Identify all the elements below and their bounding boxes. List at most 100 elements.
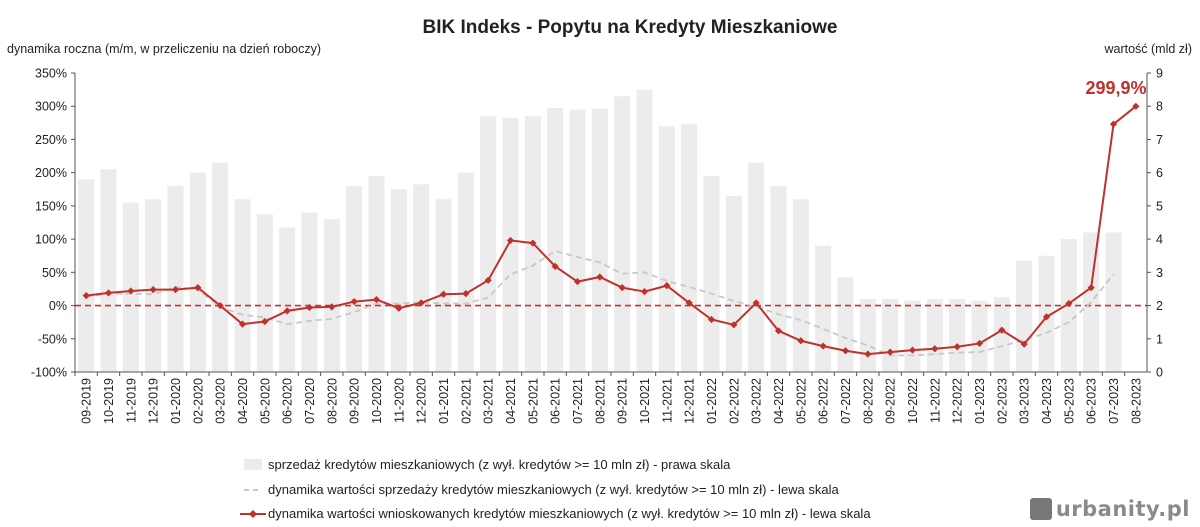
bar [502,117,519,372]
x-tick-label: 08-2023 [1129,378,1143,424]
x-tick-label: 10-2022 [906,378,920,424]
bar [435,199,452,372]
right-axis-label: wartość (mld zł) [1103,42,1192,56]
x-tick-label: 10-2021 [638,378,652,424]
bar [591,108,608,372]
bar [770,185,787,372]
data-point-marker [663,282,671,290]
bar [681,123,698,372]
x-tick-label: 12-2021 [683,378,697,424]
x-tick-label: 02-2020 [191,378,205,424]
bar [212,162,229,372]
left-axis-label: dynamika roczna (m/m, w przeliczeniu na … [7,42,321,56]
bar [368,175,385,372]
left-tick-label: 50% [42,266,67,280]
right-tick-label: 1 [1156,332,1163,346]
data-point-marker [417,299,425,307]
bar [167,185,184,372]
bar [480,116,497,372]
x-tick-label: 07-2022 [839,378,853,424]
data-point-marker [998,326,1006,334]
x-tick-label: 05-2020 [258,378,272,424]
data-point-marker [1065,299,1073,308]
x-tick-label: 04-2021 [504,378,518,424]
x-tick-label: 11-2022 [928,378,942,423]
data-point-marker [439,290,448,298]
x-tick-label: 10-2020 [370,378,384,424]
bar [390,189,407,372]
data-point-marker [238,320,247,328]
bar [725,195,742,372]
bar [904,300,921,372]
data-point-marker [886,348,894,356]
bar [926,298,943,372]
x-tick-label: 02-2023 [995,378,1009,424]
data-point-marker [841,347,850,355]
x-tick-label: 12-2022 [951,378,965,424]
right-tick-label: 2 [1156,299,1163,313]
data-point-marker [216,301,224,310]
left-tick-label: 100% [35,233,67,247]
x-tick-label: 05-2023 [1062,378,1076,424]
left-tick-label: 250% [35,133,67,147]
left-tick-label: 150% [35,199,67,213]
x-tick-label: 05-2022 [794,378,808,424]
x-tick-label: 08-2022 [861,378,875,424]
bar [636,89,653,373]
x-tick-label: 03-2021 [482,378,496,424]
chart-title: BIK Indeks - Popytu na Kredyty Mieszkani… [423,17,838,38]
right-tick-label: 7 [1156,133,1163,147]
data-point-marker [127,287,135,295]
bar [189,172,206,372]
right-tick-label: 9 [1156,67,1163,81]
left-tick-label: 300% [35,100,67,114]
data-point-marker [975,339,984,348]
data-point-marker [819,342,827,350]
data-point-marker [752,299,760,307]
annotation-label: 299,9% [1085,78,1146,98]
data-point-marker [529,239,537,247]
data-point-marker [640,288,649,296]
legend: sprzedaż kredytów mieszkaniowych (z wył.… [240,457,871,521]
data-point-marker [1109,120,1118,128]
series-line-sales-dynamics [86,250,1115,357]
x-tick-label: 07-2023 [1107,378,1121,424]
data-point-marker [730,321,738,329]
x-tick-label: 12-2019 [147,378,161,424]
right-tick-label: 6 [1156,166,1163,180]
data-point-marker [149,286,157,294]
bar [1105,232,1122,372]
data-point-marker [261,317,269,326]
data-point-marker [305,303,314,312]
x-tick-label: 09-2022 [884,378,898,424]
bar [993,297,1010,372]
data-point-marker [462,289,470,298]
data-point-marker [1020,340,1028,348]
data-point-marker [104,289,113,297]
bar [658,126,675,372]
x-tick-label: 11-2020 [392,378,406,423]
right-tick-label: 4 [1156,233,1163,247]
legend-label-red-line: dynamika wartości wnioskowanych kredytów… [268,506,871,521]
right-tick-label: 3 [1156,266,1163,280]
data-point-marker [953,343,961,351]
grey-line-layer [86,250,1115,357]
bar [748,162,765,372]
data-point-marker [484,276,492,284]
bar [569,109,586,372]
x-tick-label: 09-2021 [616,378,630,424]
data-point-marker [506,236,515,245]
right-tick-label: 5 [1156,199,1163,213]
data-point-marker [194,284,202,292]
data-point-marker [82,291,90,300]
data-point-marker [350,297,358,306]
data-point-marker [573,278,582,286]
x-tick-label: 04-2020 [236,378,250,424]
data-point-marker [395,304,403,312]
left-tick-label: 350% [35,67,67,81]
legend-swatch-red-marker [249,510,257,518]
x-tick-label: 02-2021 [459,378,473,424]
bar [346,185,363,372]
bar [145,199,162,372]
bar [78,179,95,372]
